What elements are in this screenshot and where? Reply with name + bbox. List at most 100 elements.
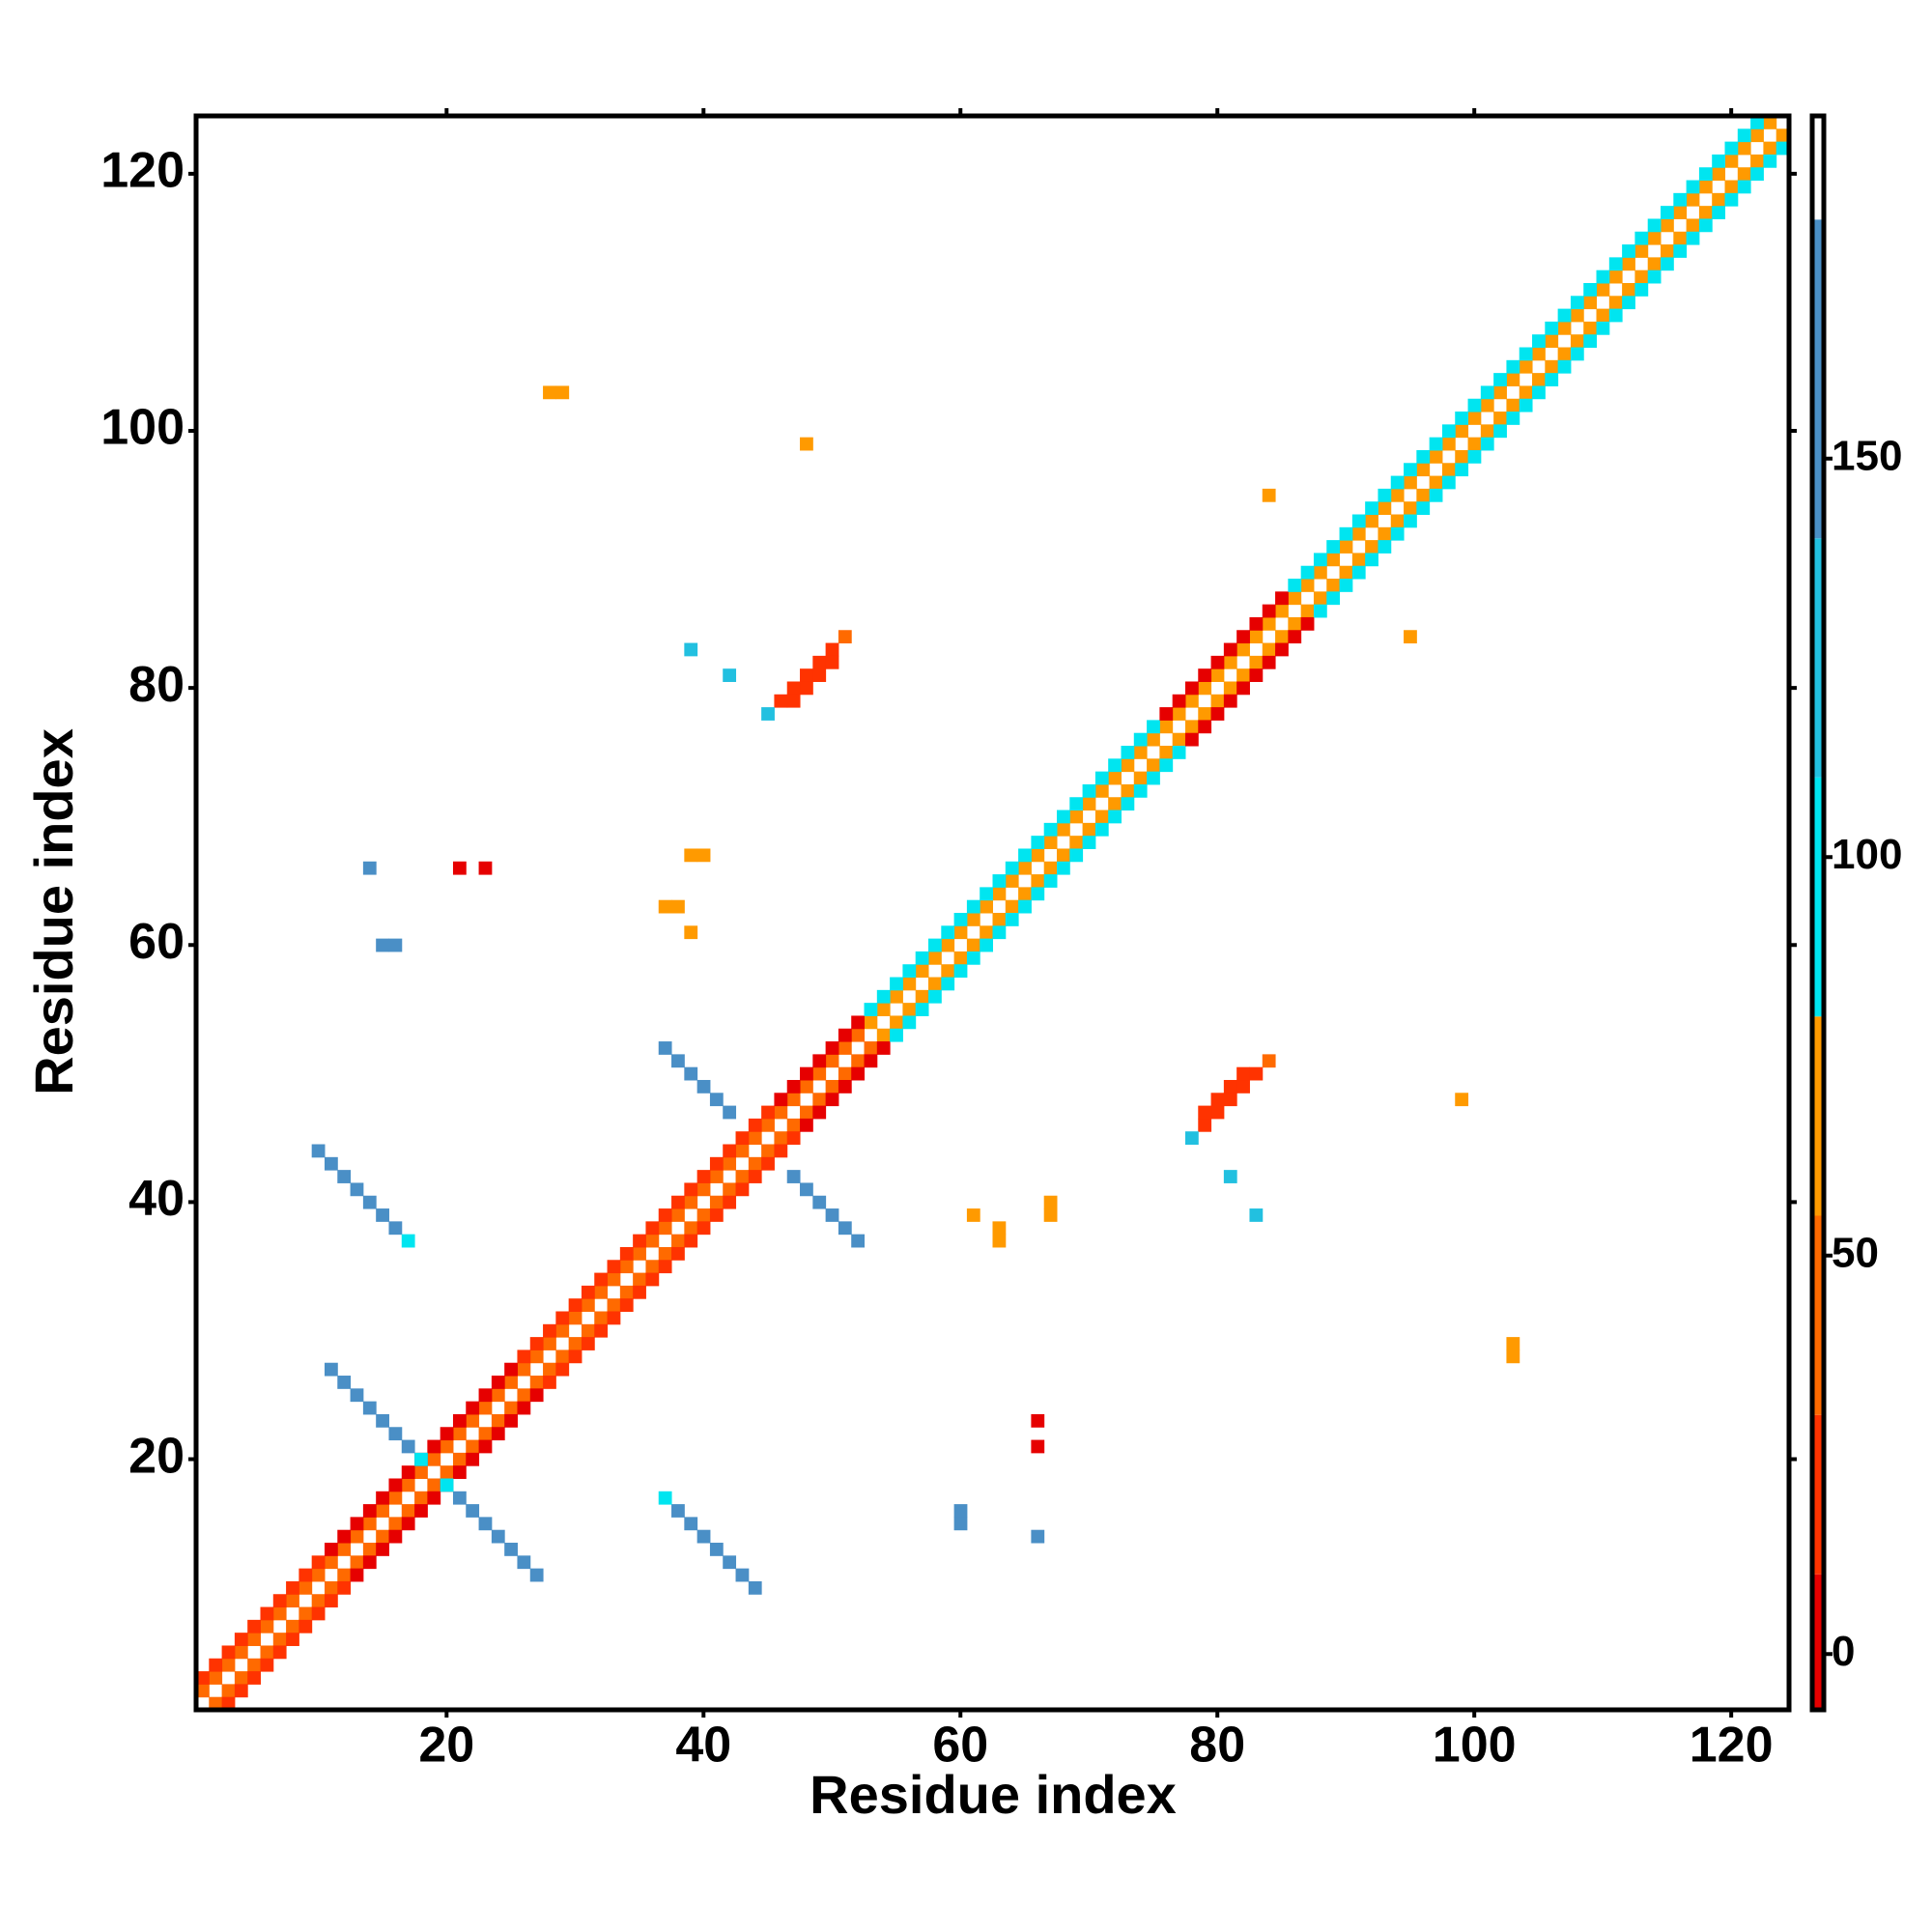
cell [825, 1208, 839, 1222]
cell [376, 1543, 389, 1556]
cell [1018, 861, 1032, 875]
cell [362, 861, 377, 875]
cell [1236, 642, 1250, 657]
cell [1724, 192, 1739, 207]
cell [1031, 1529, 1045, 1544]
cell [761, 1156, 775, 1171]
cell [1082, 836, 1096, 849]
cell [786, 694, 801, 708]
cell [1351, 526, 1366, 541]
cell [1262, 642, 1276, 657]
cell [1712, 192, 1726, 207]
cell [1159, 720, 1174, 734]
cell [761, 1144, 775, 1158]
cell [1480, 398, 1494, 412]
cell [1608, 308, 1623, 323]
cell [800, 668, 813, 682]
x-tick-label: 40 [675, 1718, 731, 1774]
cell [337, 1580, 352, 1595]
cell [1737, 128, 1751, 143]
cell [311, 1144, 326, 1158]
cell [581, 1298, 595, 1312]
cell [568, 1298, 582, 1312]
cell [1467, 437, 1482, 451]
cell [234, 1633, 248, 1646]
cell [1686, 180, 1700, 194]
cell [1441, 437, 1456, 451]
cell [1724, 154, 1739, 168]
cell [684, 1195, 698, 1209]
cell [812, 655, 827, 669]
axes: 20 40 60 80 100 120 20 40 60 80 100 120 0 50 100 150 [100, 108, 1902, 1774]
cell [440, 1439, 454, 1454]
cell [1133, 732, 1148, 747]
x-tick-label: 60 [932, 1718, 988, 1774]
cell [838, 1221, 852, 1236]
cell [1557, 321, 1572, 335]
cell [1043, 836, 1058, 849]
cell [1262, 655, 1276, 669]
cell [633, 1285, 646, 1299]
cell [966, 913, 980, 926]
cell [311, 1594, 326, 1608]
cell [298, 1568, 313, 1582]
cell [1698, 167, 1713, 182]
cell [1018, 899, 1032, 914]
cell [1583, 334, 1598, 349]
cell [440, 1465, 454, 1479]
cell [555, 385, 570, 400]
cell [1351, 553, 1366, 567]
cell [1608, 270, 1623, 284]
cell [786, 1170, 801, 1183]
cell [1661, 206, 1674, 219]
cell [748, 1118, 762, 1132]
cell [709, 1170, 724, 1183]
cell [1184, 694, 1199, 708]
cell [941, 964, 955, 979]
cell [1094, 822, 1109, 837]
cell [723, 1144, 737, 1158]
cell [376, 938, 389, 952]
cell [1557, 347, 1572, 361]
cell [902, 1015, 917, 1030]
cell [941, 977, 955, 991]
cell [466, 1401, 480, 1415]
colorbar-band [1812, 538, 1824, 778]
cell [1698, 206, 1713, 219]
cell [800, 437, 813, 451]
cell [992, 925, 1007, 940]
cell [529, 1388, 544, 1403]
cell [748, 1156, 762, 1171]
cell [517, 1362, 531, 1377]
cell [1339, 579, 1353, 592]
cell [812, 1195, 827, 1209]
cell [619, 1285, 634, 1299]
cell [915, 964, 929, 979]
cell [1249, 616, 1264, 631]
cell [1455, 412, 1469, 425]
cell [1313, 604, 1327, 618]
cell [761, 1118, 775, 1132]
cell [838, 630, 852, 644]
cell [1378, 501, 1392, 515]
cell [594, 1272, 609, 1287]
cell [633, 1272, 646, 1287]
cell [1583, 296, 1598, 310]
cell [1750, 154, 1764, 168]
cell [529, 1350, 544, 1364]
cell [350, 1568, 364, 1582]
cell [1365, 514, 1378, 528]
cell [941, 938, 955, 952]
cell [1198, 720, 1212, 734]
cell [1429, 437, 1443, 451]
cell [1480, 385, 1494, 400]
cell [1404, 463, 1417, 477]
cell [401, 1504, 415, 1518]
cell [1223, 694, 1237, 708]
cell [876, 1003, 891, 1016]
cell [658, 1221, 672, 1236]
cell [401, 1439, 415, 1454]
cell [221, 1658, 236, 1672]
cell [1712, 206, 1726, 219]
cell [1288, 579, 1302, 592]
